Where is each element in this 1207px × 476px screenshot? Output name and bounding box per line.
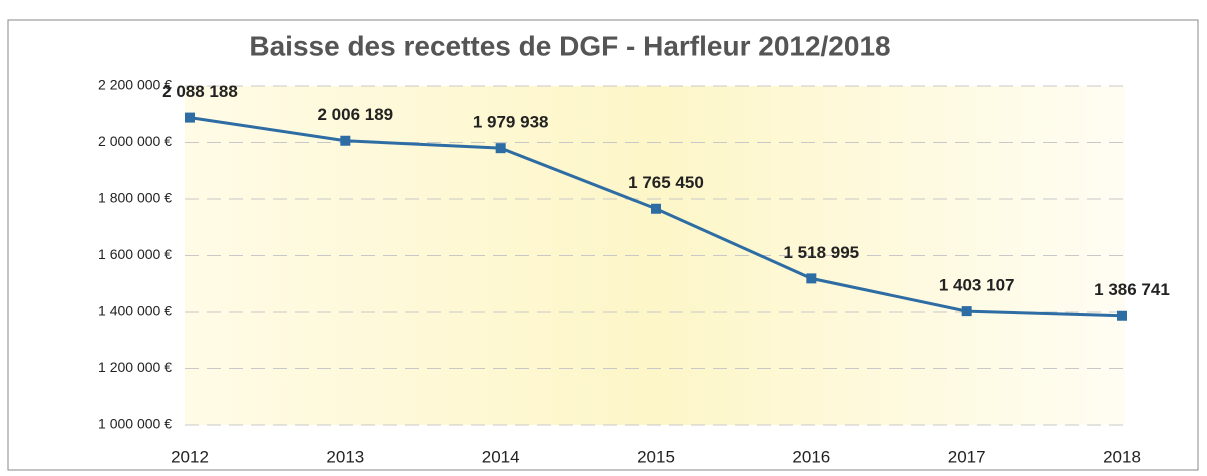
data-point (495, 143, 506, 154)
data-point (651, 203, 661, 214)
data-label: 1 386 741 (1094, 280, 1170, 299)
x-tick-label: 2013 (326, 447, 364, 466)
data-label: 2 088 188 (162, 82, 238, 101)
y-tick-label: 2 200 000 € (98, 77, 172, 93)
data-label: 1 403 107 (939, 276, 1015, 295)
data-label: 1 518 995 (784, 243, 860, 262)
y-tick-label: 1 200 000 € (98, 359, 172, 375)
y-tick-label: 1 400 000 € (98, 303, 172, 319)
x-tick-label: 2016 (792, 447, 830, 466)
data-point (961, 306, 972, 317)
data-label: 1 979 938 (473, 113, 549, 132)
y-tick-label: 1 800 000 € (98, 190, 172, 206)
y-tick-label: 2 000 000 € (98, 133, 172, 149)
chart-title: Baisse des recettes de DGF - Harfleur 20… (249, 30, 890, 61)
data-point (1117, 310, 1127, 321)
data-point (340, 135, 351, 146)
y-tick-label: 1 600 000 € (98, 246, 172, 262)
x-tick-label: 2018 (1103, 447, 1141, 466)
data-label: 1 765 450 (628, 173, 704, 192)
x-tick-label: 2012 (171, 447, 209, 466)
x-tick-label: 2017 (948, 447, 986, 466)
data-point (806, 273, 817, 284)
y-tick-label: 1 000 000 € (98, 416, 172, 432)
x-tick-label: 2015 (637, 447, 675, 466)
data-label: 2 006 189 (318, 105, 394, 124)
data-point (185, 112, 195, 123)
chart-frame (7, 19, 1199, 471)
x-tick-label: 2014 (482, 447, 520, 466)
